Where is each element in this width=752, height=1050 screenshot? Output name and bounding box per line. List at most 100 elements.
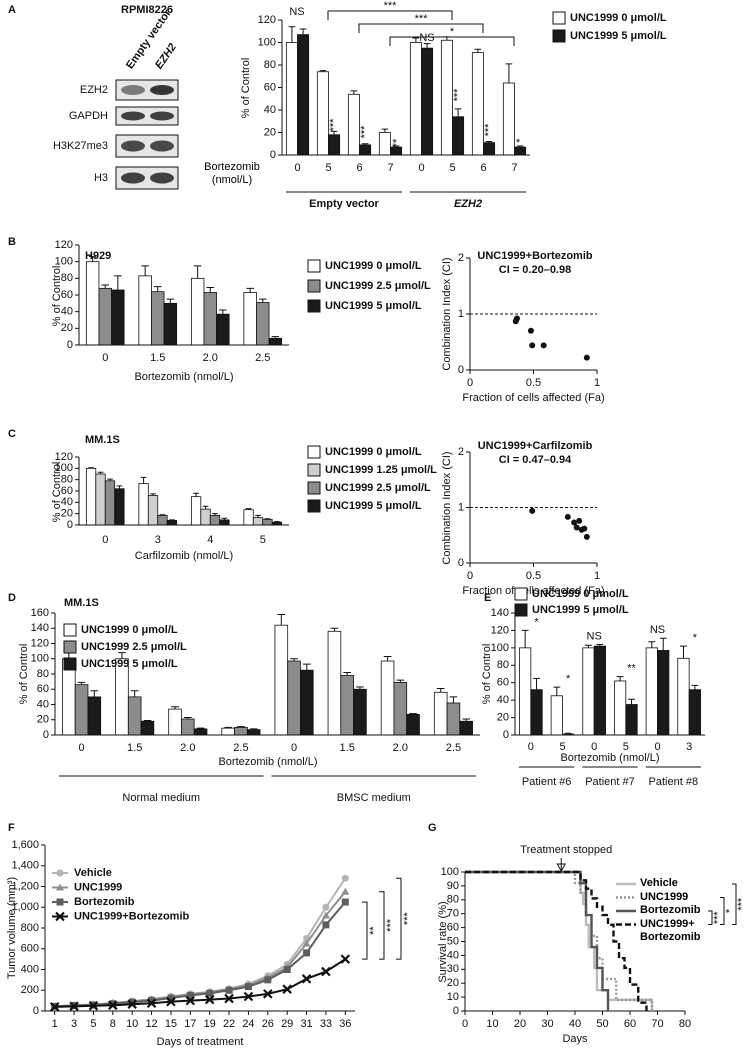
- error-bar: [454, 108, 462, 117]
- x-tick-label: 40: [569, 1018, 581, 1030]
- legend-label-text: Vehicle: [640, 877, 678, 889]
- x-axis-label: Bortezomib (nmol/L): [560, 752, 659, 764]
- x-tick-label: 5: [260, 534, 266, 546]
- bar: [209, 514, 221, 526]
- marker: [206, 989, 214, 997]
- marker: [282, 984, 292, 994]
- marker: [224, 993, 234, 1004]
- marker: [303, 949, 311, 957]
- x-tick-label: 2.5: [233, 742, 248, 754]
- x-tick-label: 0: [528, 741, 534, 753]
- y-tick-label: 0: [33, 1005, 39, 1017]
- y-axis-label: Tumor volume (mm³): [6, 877, 18, 979]
- x-tick-label: 8: [110, 1018, 116, 1030]
- y-tick-label: 80: [37, 668, 49, 680]
- error-bar: [521, 629, 529, 648]
- y-tick-label: 80: [447, 894, 459, 906]
- chart-title: H929: [85, 250, 111, 262]
- y-axis-label: % of Control: [240, 58, 252, 119]
- bar: [440, 39, 453, 156]
- x-tick-label: 10: [126, 1018, 138, 1030]
- legend-label: UNC1999 5 μmol/L: [570, 30, 667, 42]
- y-tick-label: 100: [491, 642, 509, 654]
- x-tick-label: 0: [467, 377, 473, 389]
- x-axis-label: Bortezomib (nmol/L): [134, 371, 233, 383]
- y-tick-label: 1,600: [11, 839, 39, 851]
- bar: [378, 132, 391, 156]
- error-bar: [381, 128, 389, 133]
- point: [540, 342, 547, 349]
- bar: [316, 71, 329, 156]
- y-tick-label: 40: [497, 694, 509, 706]
- significance-label: ***: [402, 912, 414, 926]
- bar: [115, 658, 129, 736]
- error-bar: [140, 476, 147, 484]
- x-tick-label: 3: [686, 741, 692, 753]
- x-tick-label: 10: [486, 1018, 498, 1030]
- x-tick-label: 7: [387, 162, 393, 174]
- significance-label: *: [566, 673, 571, 685]
- x-tick-label: 60: [624, 1018, 636, 1030]
- marker: [322, 903, 330, 911]
- row-label: H3K27me3: [53, 140, 108, 152]
- point: [583, 354, 590, 361]
- bar: [157, 514, 168, 526]
- bar: [328, 134, 341, 156]
- legend-label-text: UNC1999: [640, 890, 689, 903]
- y-axis-label: % of Control: [51, 266, 63, 327]
- x-tick-label: 6: [480, 162, 486, 174]
- panel-letter: G: [428, 822, 437, 834]
- marker: [321, 911, 330, 919]
- bar: [216, 313, 230, 346]
- error-bar: [97, 471, 104, 474]
- x-axis-label-text: Bortezomib (nmol/L): [204, 161, 260, 186]
- error-bar: [116, 485, 123, 489]
- y-tick-label: 140: [491, 607, 509, 619]
- x-tick-label: 1: [594, 570, 600, 582]
- panel-letter: B: [8, 236, 16, 248]
- significance-bracket: [720, 897, 725, 925]
- lane-label: EZH2: [153, 41, 179, 71]
- legend-label: UNC1999 0 μmol/L: [532, 588, 629, 600]
- error-bar: [449, 696, 458, 703]
- marker: [55, 911, 65, 922]
- marker: [109, 1000, 117, 1008]
- bar: [219, 519, 230, 526]
- bar: [677, 657, 690, 736]
- legend-label: UNC1999 5 μmol/L: [81, 658, 178, 670]
- y-tick-label: 100: [31, 653, 49, 665]
- marker: [56, 883, 64, 891]
- error-bar: [474, 48, 482, 53]
- significance-label: ***: [385, 918, 397, 932]
- y-tick-label: 0: [458, 364, 464, 376]
- legend-swatch: [307, 463, 321, 477]
- bar: [380, 660, 395, 736]
- survival-curve: [465, 870, 654, 1011]
- marker: [341, 887, 350, 895]
- legend-label: UNC1999 5 μmol/L: [325, 500, 422, 512]
- blot-band: [121, 140, 145, 152]
- marker: [127, 999, 137, 1010]
- error-bar: [436, 687, 445, 693]
- y-tick-label: 50: [447, 935, 459, 947]
- x-tick-label: 5: [449, 162, 455, 174]
- bar: [550, 695, 563, 736]
- x-tick-label: 2.5: [446, 742, 461, 754]
- marker: [264, 976, 272, 984]
- error-bar: [350, 90, 358, 95]
- significance-label: NS: [587, 630, 602, 642]
- bar: [446, 702, 461, 736]
- group-label: Normal medium: [122, 792, 200, 804]
- legend-label: Vehicle: [74, 867, 112, 879]
- error-bar: [516, 145, 524, 148]
- y-tick-label: 100: [55, 462, 73, 474]
- error-bar: [237, 726, 245, 728]
- blot-title: RPMI8226: [121, 4, 173, 16]
- marker: [167, 994, 175, 1002]
- marker: [263, 989, 273, 999]
- y-axis-label: % of Control: [18, 644, 30, 705]
- blot-band: [121, 111, 145, 121]
- y-tick-label: 20: [264, 126, 276, 138]
- significance-label: ***: [415, 13, 429, 25]
- marker: [69, 1001, 79, 1012]
